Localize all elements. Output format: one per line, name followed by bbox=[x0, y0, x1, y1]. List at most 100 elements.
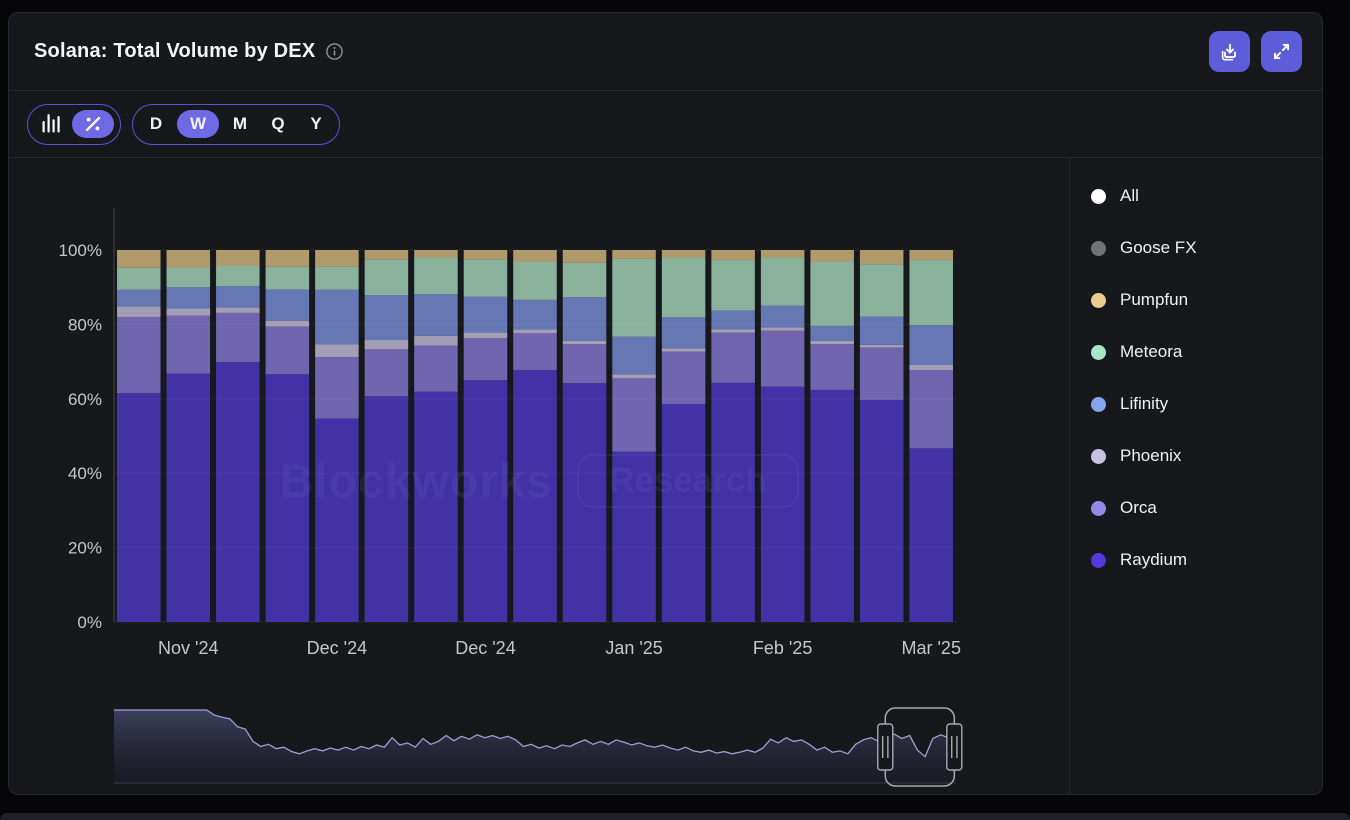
page-title: Solana: Total Volume by DEX bbox=[34, 40, 316, 62]
range-week-button[interactable]: W bbox=[177, 110, 219, 138]
legend-item-raydium[interactable]: Raydium bbox=[1091, 534, 1322, 586]
brush-handle-right[interactable] bbox=[946, 723, 963, 771]
bar-segment-pumpfun bbox=[711, 250, 755, 261]
bar-chart-icon bbox=[42, 114, 60, 133]
bar-segment-raydium bbox=[364, 396, 409, 622]
bar-segment-phoenix bbox=[216, 307, 260, 313]
bar-segment-meteora bbox=[711, 260, 755, 311]
chart-type-percent-button[interactable] bbox=[72, 110, 114, 138]
bar-segment-meteora bbox=[513, 261, 557, 300]
bar-segment-orca bbox=[463, 338, 508, 381]
bar-segment-raydium bbox=[216, 361, 260, 622]
bar-segment-phoenix bbox=[513, 329, 557, 334]
legend-dot bbox=[1091, 344, 1106, 360]
bar-segment-pumpfun bbox=[909, 250, 953, 261]
legend-dot bbox=[1091, 396, 1106, 412]
bar-segment-orca bbox=[562, 344, 607, 384]
bar-segment-phoenix bbox=[364, 340, 409, 350]
bar-segment-lifinity bbox=[562, 297, 607, 341]
bar-segment-raydium bbox=[166, 373, 211, 622]
legend-dot bbox=[1091, 188, 1106, 204]
bar-segment-phoenix bbox=[760, 327, 805, 331]
bar-segment-lifinity bbox=[315, 289, 359, 345]
range-year-button[interactable]: Y bbox=[299, 110, 333, 138]
legend-label: Phoenix bbox=[1120, 446, 1182, 465]
legend-item-lifinity[interactable]: Lifinity bbox=[1091, 378, 1322, 430]
svg-text:Dec '24: Dec '24 bbox=[455, 638, 515, 658]
export-button[interactable] bbox=[1209, 31, 1250, 72]
svg-text:Feb '25: Feb '25 bbox=[753, 638, 812, 658]
bar-segment-lifinity bbox=[661, 317, 706, 349]
bar-segment-raydium bbox=[513, 370, 557, 622]
range-day-button[interactable]: D bbox=[139, 110, 173, 138]
bar-segment-lifinity bbox=[711, 310, 755, 330]
bar-segment-lifinity bbox=[513, 299, 557, 330]
bar-segment-pumpfun bbox=[513, 250, 557, 262]
legend-label: Goose FX bbox=[1120, 238, 1197, 257]
bar-segment-orca bbox=[661, 351, 706, 405]
bar-segment-phoenix bbox=[117, 306, 161, 317]
legend-item-all[interactable]: All bbox=[1091, 170, 1322, 222]
svg-text:0%: 0% bbox=[77, 613, 102, 632]
bar-segment-pumpfun bbox=[859, 250, 904, 265]
bar-segment-pumpfun bbox=[414, 250, 458, 258]
bar-segment-meteora bbox=[117, 267, 161, 290]
bar-segment-phoenix bbox=[661, 348, 706, 352]
bars-group[interactable] bbox=[117, 250, 953, 622]
bar-segment-orca bbox=[315, 357, 359, 419]
legend-item-orca[interactable]: Orca bbox=[1091, 482, 1322, 534]
bar-segment-pumpfun bbox=[117, 250, 161, 268]
bar-segment-lifinity bbox=[810, 325, 854, 341]
bar-segment-phoenix bbox=[612, 374, 656, 379]
bar-segment-orca bbox=[711, 332, 755, 383]
legend-dot bbox=[1091, 292, 1106, 308]
legend-label: All bbox=[1120, 186, 1139, 205]
legend-item-meteora[interactable]: Meteora bbox=[1091, 326, 1322, 378]
bar-segment-lifinity bbox=[364, 295, 409, 341]
bar-segment-meteora bbox=[265, 266, 310, 290]
bar-segment-phoenix bbox=[414, 335, 458, 346]
bar-segment-raydium bbox=[661, 404, 706, 622]
chart-area[interactable]: 0% 20% 40% 60% 80% 100% Nov '24 Dec '24 Dec '24 J… bbox=[9, 158, 1069, 795]
bar-segment-phoenix bbox=[166, 308, 211, 316]
bar-segment-meteora bbox=[216, 265, 260, 287]
bar-segment-meteora bbox=[909, 260, 953, 326]
bar-segment-raydium bbox=[315, 418, 359, 622]
bar-segment-orca bbox=[760, 330, 805, 387]
bar-segment-orca bbox=[909, 370, 953, 449]
bar-segment-meteora bbox=[661, 257, 706, 318]
bar-segment-pumpfun bbox=[661, 250, 706, 258]
expand-button[interactable] bbox=[1261, 31, 1302, 72]
bar-segment-orca bbox=[513, 333, 557, 371]
bar-segment-raydium bbox=[810, 389, 854, 622]
bar-segment-meteora bbox=[562, 262, 607, 298]
svg-text:Dec '24: Dec '24 bbox=[307, 638, 367, 658]
chart-type-bars-button[interactable] bbox=[34, 110, 68, 138]
svg-text:60%: 60% bbox=[68, 390, 102, 409]
range-quarter-button[interactable]: Q bbox=[261, 110, 295, 138]
bar-segment-orca bbox=[859, 347, 904, 400]
legend-dot bbox=[1091, 240, 1106, 256]
bar-segment-orca bbox=[612, 378, 656, 452]
bar-segment-orca bbox=[414, 345, 458, 392]
legend-item-phoenix[interactable]: Phoenix bbox=[1091, 430, 1322, 482]
svg-text:80%: 80% bbox=[68, 315, 102, 334]
legend-item-pumpfun[interactable]: Pumpfun bbox=[1091, 274, 1322, 326]
legend-item-goose-fx[interactable]: Goose FX bbox=[1091, 222, 1322, 274]
bar-segment-meteora bbox=[810, 261, 854, 326]
bar-segment-raydium bbox=[711, 382, 755, 622]
bar-segment-raydium bbox=[859, 399, 904, 622]
brush-handle-left[interactable] bbox=[877, 723, 894, 771]
legend-label: Orca bbox=[1120, 498, 1157, 517]
bar-segment-lifinity bbox=[909, 325, 953, 365]
chart-body: 0% 20% 40% 60% 80% 100% Nov '24 Dec '24 Dec '24 J… bbox=[9, 158, 1322, 795]
navigator[interactable] bbox=[114, 707, 963, 787]
legend-label: Pumpfun bbox=[1120, 290, 1189, 309]
range-month-button[interactable]: M bbox=[223, 110, 257, 138]
bar-segment-orca bbox=[166, 315, 211, 374]
stacked-bar-chart-canvas[interactable]: 0% 20% 40% 60% 80% 100% Nov '24 Dec '24 Dec '24 J… bbox=[9, 158, 1069, 795]
bar-segment-orca bbox=[216, 312, 260, 362]
bar-segment-raydium bbox=[265, 374, 310, 622]
info-icon[interactable] bbox=[325, 42, 344, 61]
bar-segment-phoenix bbox=[463, 332, 508, 339]
